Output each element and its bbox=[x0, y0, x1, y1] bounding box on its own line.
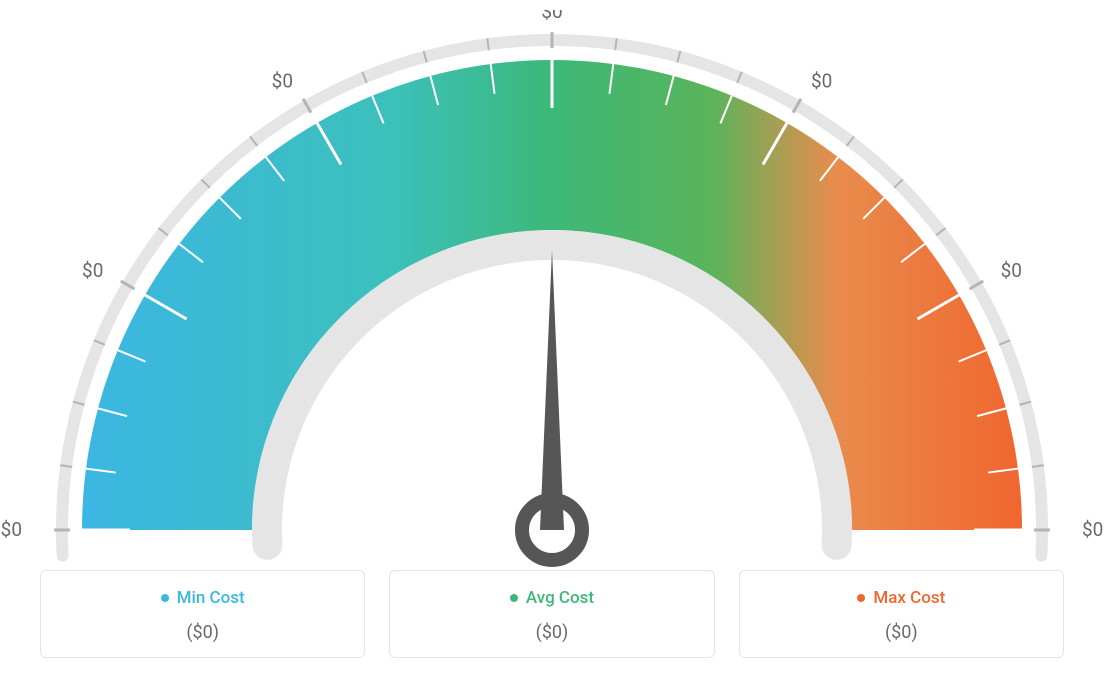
legend-dot-min bbox=[161, 594, 169, 602]
gauge-chart: $0 $0 $0 $0 $0 $0 $0 bbox=[0, 10, 1104, 570]
legend-label-min: Min Cost bbox=[161, 588, 245, 608]
legend-label-text-min: Min Cost bbox=[177, 588, 245, 608]
legend-box-max: Max Cost ($0) bbox=[739, 570, 1064, 658]
svg-text:$0: $0 bbox=[82, 259, 103, 282]
legend-box-min: Min Cost ($0) bbox=[40, 570, 365, 658]
svg-text:$0: $0 bbox=[1082, 518, 1103, 541]
legend-box-avg: Avg Cost ($0) bbox=[389, 570, 714, 658]
legend-value-min: ($0) bbox=[51, 622, 354, 643]
legend-label-max: Max Cost bbox=[857, 588, 945, 608]
svg-text:$0: $0 bbox=[1, 518, 22, 541]
cost-gauge-container: $0 $0 $0 $0 $0 $0 $0 Min Cost ($0) Avg Cost ($… bbox=[0, 0, 1104, 690]
svg-text:$0: $0 bbox=[541, 10, 562, 23]
svg-text:$0: $0 bbox=[811, 69, 832, 92]
legend-dot-avg bbox=[510, 594, 518, 602]
legend-label-avg: Avg Cost bbox=[510, 588, 594, 608]
legend-label-text-avg: Avg Cost bbox=[526, 588, 594, 608]
svg-text:$0: $0 bbox=[272, 69, 293, 92]
gauge-svg: $0 $0 $0 $0 $0 $0 $0 bbox=[0, 10, 1104, 570]
legend-row: Min Cost ($0) Avg Cost ($0) Max Cost ($0… bbox=[0, 570, 1104, 658]
legend-value-max: ($0) bbox=[750, 622, 1053, 643]
svg-text:$0: $0 bbox=[1001, 259, 1022, 282]
legend-value-avg: ($0) bbox=[400, 622, 703, 643]
legend-dot-max bbox=[857, 594, 865, 602]
legend-label-text-max: Max Cost bbox=[873, 588, 945, 608]
